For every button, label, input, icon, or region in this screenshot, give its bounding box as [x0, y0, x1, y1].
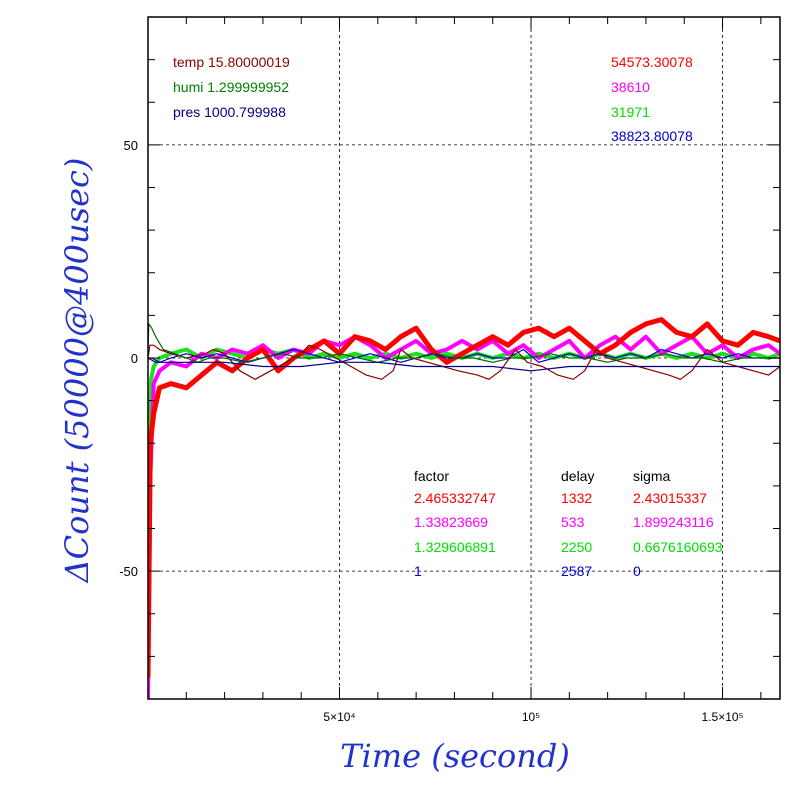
series-line [148, 317, 780, 678]
fit-table-cell: 1.329606891 [414, 539, 496, 555]
y-tick-label: -50 [119, 564, 138, 579]
environment-legend: temp 15.80000019 humi 1.299999952 pres 1… [173, 54, 290, 120]
fit-table-cell: 1 [414, 563, 422, 579]
series-line [148, 357, 780, 372]
y-tick-labels: -50 0 50 [119, 138, 138, 579]
fit-table-header-delay: delay [561, 468, 594, 484]
fit-table-cell: 2.465332747 [414, 490, 496, 506]
environment-pres: pres 1000.799988 [173, 104, 286, 120]
fit-table-cell: 0 [633, 563, 641, 579]
minor-ticks [148, 17, 780, 699]
x-tick-label: 10⁵ [522, 710, 540, 724]
plot-frame [147, 16, 781, 700]
fit-table-cell: 1.33823669 [414, 514, 488, 530]
baseline-red: 54573.30078 [611, 54, 693, 70]
baseline-green: 31971 [611, 104, 650, 120]
fit-table-cell: 1.899243116 [633, 514, 714, 530]
fit-table-cell: 1332 [561, 490, 592, 506]
series-line [148, 323, 780, 363]
environment-humi: humi 1.299999952 [173, 79, 289, 95]
y-tick-label: 0 [131, 351, 138, 366]
baseline-legend: 54573.30078 38610 31971 38823.80078 [611, 54, 693, 144]
x-axis-title: Time (second) [340, 737, 570, 775]
fit-table-header-factor: factor [414, 468, 449, 484]
fit-table-cell: 2587 [561, 563, 592, 579]
series-group [148, 317, 780, 699]
fit-table-header-sigma: sigma [633, 468, 671, 484]
fit-table: factor delay sigma 2.465332747 1332 2.43… [414, 468, 723, 579]
baseline-blue: 38823.80078 [611, 128, 693, 144]
x-tick-labels: 5×10⁴ 10⁵ 1.5×10⁵ [323, 710, 743, 724]
y-tick-label: 50 [124, 138, 138, 153]
fit-table-cell: 2250 [561, 539, 592, 555]
fit-table-cell: 0.6676160693 [633, 539, 723, 555]
baseline-magenta: 38610 [611, 79, 650, 95]
x-tick-label: 5×10⁴ [323, 710, 355, 724]
x-tick-label: 1.5×10⁵ [702, 710, 744, 724]
fit-table-cell: 2.43015337 [633, 490, 707, 506]
environment-temp: temp 15.80000019 [173, 54, 290, 70]
fit-table-cell: 533 [561, 514, 585, 530]
y-axis-title: ΔCount (50000@400usec) [58, 158, 96, 585]
